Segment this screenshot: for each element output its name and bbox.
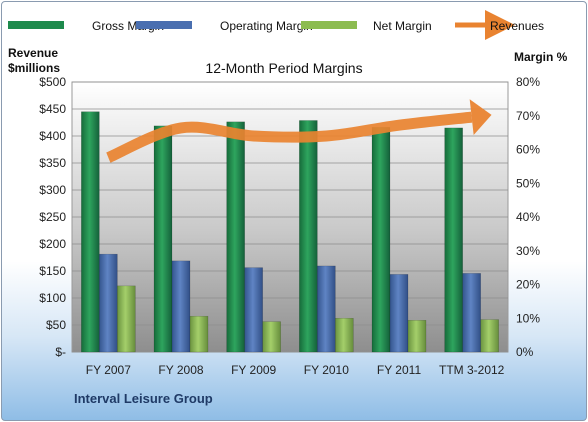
y-right-tick-label: 20% <box>516 278 540 292</box>
bar-net-margin <box>480 319 499 353</box>
bar-operating-margin <box>244 267 263 353</box>
y-right-tick-label: 50% <box>516 176 540 190</box>
y-left-tick-label: $50 <box>46 318 66 332</box>
bar-net-margin <box>407 320 427 353</box>
legend-label-revenues: Revenues <box>490 19 544 33</box>
bar-operating-margin <box>389 274 409 353</box>
revenue-line <box>106 99 492 163</box>
bar-gross-margin <box>371 126 391 353</box>
revenue-line-path <box>106 111 473 163</box>
y-right-tick-label: 0% <box>516 345 534 359</box>
company-name: Interval Leisure Group <box>74 391 213 406</box>
y-left-tick-label: $500 <box>39 75 66 89</box>
legend: Gross Margin Operating Margin Net Margin… <box>8 10 544 40</box>
bar-gross-margin <box>299 120 318 353</box>
gridlines <box>72 81 508 353</box>
y-left-tick-label: $250 <box>39 210 66 224</box>
x-tick-label: FY 2008 <box>158 363 203 377</box>
bar-net-margin <box>262 321 281 353</box>
bar-gross-margin <box>81 111 100 353</box>
revenue-arrowhead <box>469 99 492 135</box>
y-left-ticks: $- $50 $100 $150 $200 $250 $300 $350 $400 $450 $50… <box>39 75 66 359</box>
y-right-tick-label: 70% <box>516 109 540 123</box>
bar-gross-margin <box>153 125 173 353</box>
y-left-tick-label: $150 <box>39 264 66 278</box>
bar-operating-margin <box>99 253 118 353</box>
y-left-tick-label: $- <box>55 345 66 359</box>
y-right-tick-label: 40% <box>516 210 540 224</box>
y-right-tick-label: 80% <box>516 75 540 89</box>
x-tick-label: FY 2010 <box>304 363 349 377</box>
y-left-tick-label: $350 <box>39 156 66 170</box>
legend-label-operating: Operating Margin <box>220 19 313 33</box>
legend-label-net: Net Margin <box>373 19 432 33</box>
y-left-tick-label: $450 <box>39 102 66 116</box>
bars <box>81 111 499 353</box>
bar-gross-margin <box>226 121 245 353</box>
bar-gross-margin <box>444 127 463 353</box>
y-right-tick-label: 30% <box>516 244 540 258</box>
bar-net-margin <box>335 318 354 353</box>
bar-operating-margin <box>317 265 336 353</box>
y-left-tick-label: $300 <box>39 183 66 197</box>
y-left-tick-label: $200 <box>39 237 66 251</box>
y-left-title-line2: $millions <box>8 61 60 75</box>
y-left-tick-label: $100 <box>39 291 66 305</box>
x-tick-label: FY 2007 <box>86 363 131 377</box>
bar-operating-margin <box>171 260 191 353</box>
y-right-tick-label: 10% <box>516 311 540 325</box>
legend-swatch-operating <box>136 21 192 29</box>
y-right-title: Margin % <box>514 50 568 64</box>
y-right-ticks: 0% 10% 20% 30% 40% 50% 60% 70% 80% <box>516 75 540 359</box>
chart-title: 12-Month Period Margins <box>205 60 362 76</box>
bar-net-margin <box>117 285 136 353</box>
legend-swatch-net <box>301 21 357 29</box>
x-tick-label: TTM 3-2012 <box>439 363 505 377</box>
bar-operating-margin <box>462 273 481 353</box>
x-tick-label: FY 2011 <box>377 363 422 377</box>
bar-net-margin <box>189 315 209 353</box>
y-right-tick-label: 60% <box>516 143 540 157</box>
y-left-title-line1: Revenue <box>8 46 58 60</box>
x-tick-label: FY 2009 <box>231 363 276 377</box>
x-ticks: FY 2007 FY 2008 FY 2009 FY 2010 FY 2011 TTM 3… <box>86 363 505 377</box>
y-left-tick-label: $400 <box>39 129 66 143</box>
legend-swatch-gross <box>8 21 64 29</box>
